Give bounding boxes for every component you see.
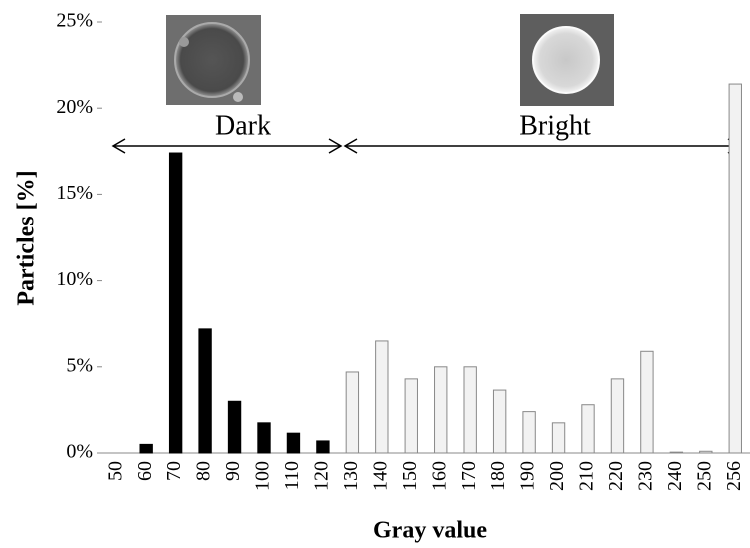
bar: [551, 422, 566, 454]
bar: [198, 328, 212, 454]
bar: [522, 411, 536, 454]
bright-particle-image: [520, 14, 614, 106]
x-tick-label: 240: [664, 461, 686, 491]
bar: [227, 400, 242, 454]
x-tick-label: 100: [252, 461, 274, 491]
x-tick-label: 256: [723, 461, 745, 491]
x-tick-label: 60: [134, 461, 156, 481]
bar: [316, 440, 330, 454]
y-axis-title: Particles [%]: [14, 170, 40, 305]
bar: [434, 366, 448, 454]
x-tick-label: 90: [222, 461, 244, 481]
bar: [728, 83, 742, 454]
x-axis-title: Gray value: [373, 518, 487, 544]
bar: [345, 371, 360, 454]
x-tick-label: 200: [546, 461, 568, 491]
x-tick-label: 170: [458, 461, 480, 491]
y-tick-label: 15%: [56, 182, 93, 204]
annotation: Dark: [215, 110, 271, 141]
bar: [699, 450, 713, 454]
bar: [257, 422, 271, 454]
range-arrows: [111, 138, 742, 154]
x-tick-label: 160: [428, 461, 450, 491]
x-tick-label: 140: [369, 461, 391, 491]
y-tick-label: 10%: [56, 268, 93, 290]
x-tick-label: 110: [281, 461, 303, 490]
bar: [581, 404, 595, 454]
x-tick-label: 150: [399, 461, 421, 491]
bar: [139, 443, 153, 454]
x-tick-label: 180: [487, 461, 509, 491]
bar: [463, 366, 477, 454]
y-tick-label: 0%: [66, 441, 93, 463]
x-tick-label: 190: [517, 461, 539, 491]
bar: [404, 378, 418, 454]
y-tick-label: 25%: [56, 10, 93, 32]
x-tick-label: 70: [163, 461, 185, 481]
x-tick-label: 120: [311, 461, 333, 491]
x-tick-label: 220: [605, 461, 627, 491]
x-tick-label: 250: [693, 461, 715, 491]
bar: [492, 389, 507, 454]
x-tick-label: 130: [340, 461, 362, 491]
y-tick-label: 5%: [66, 354, 93, 376]
x-tick-label: 230: [635, 461, 657, 491]
x-tick-label: 80: [193, 461, 215, 481]
x-tick-label: 210: [576, 461, 598, 491]
x-tick-label: 50: [104, 461, 126, 481]
bar: [375, 340, 389, 454]
bar: [669, 451, 684, 454]
bar: [640, 350, 654, 454]
dark-particle-image: [166, 15, 261, 105]
y-tick-label: 20%: [56, 96, 93, 118]
bar: [168, 152, 183, 454]
bar: [610, 378, 625, 454]
bar: [286, 432, 301, 454]
annotation: Bright: [519, 110, 591, 141]
